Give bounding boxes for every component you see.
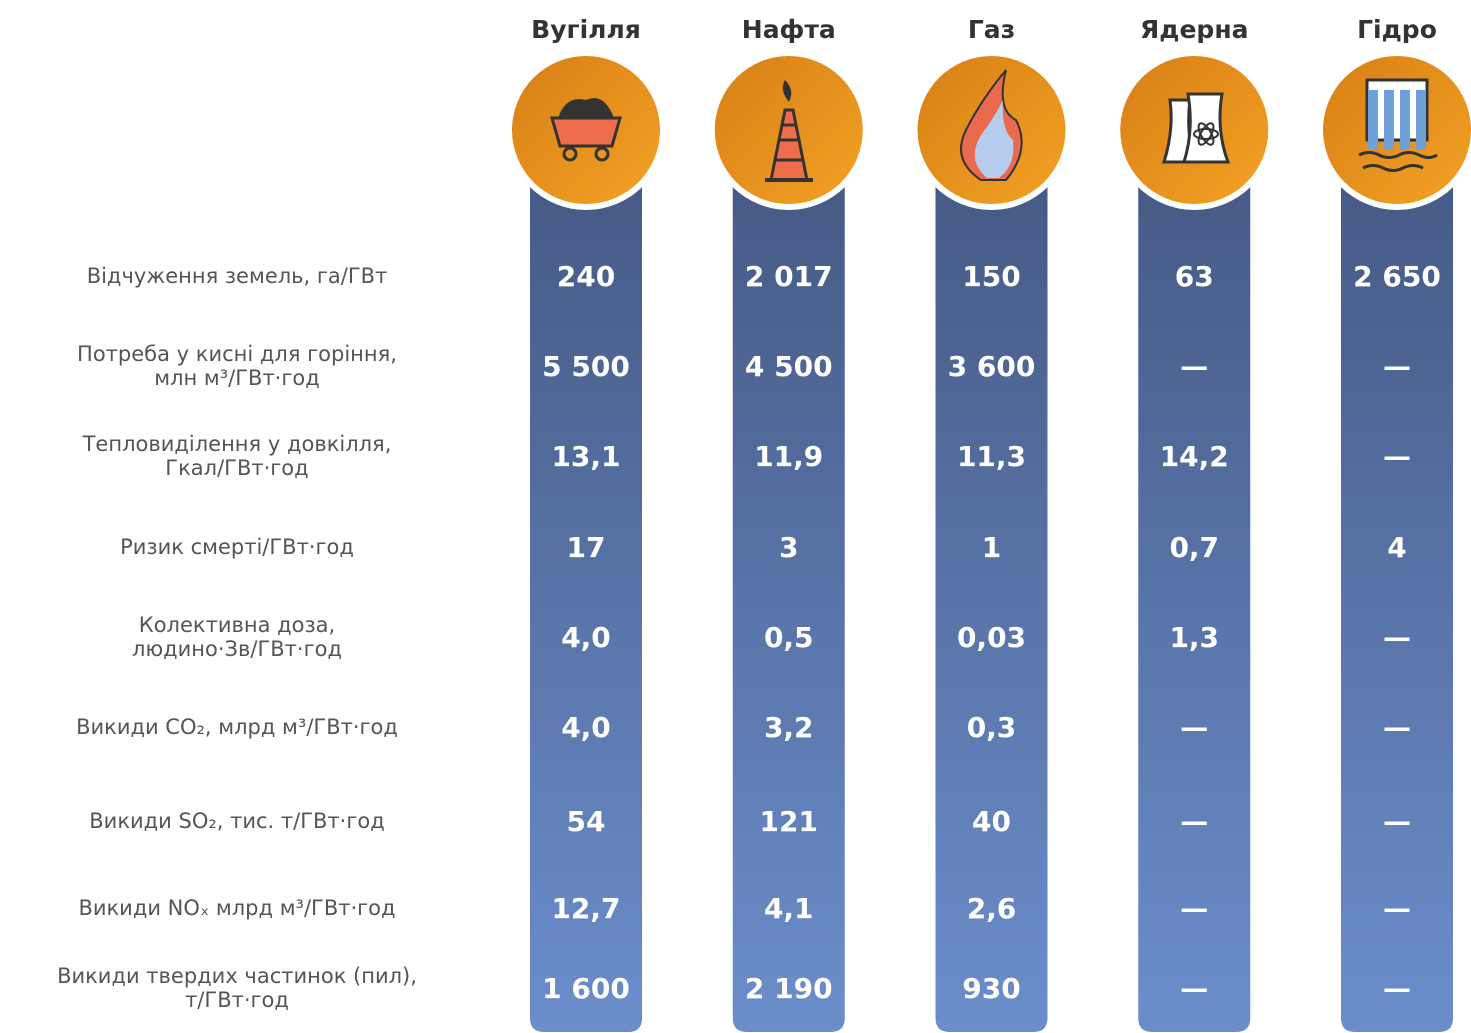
cell-value: 54	[567, 805, 606, 838]
row-label: Викиди SO₂, тис. т/ГВт·год	[89, 809, 384, 833]
cell-value: 4,0	[561, 711, 611, 744]
row-label: Тепловиділення у довкілля,	[82, 432, 392, 456]
cell-value: 0,03	[957, 621, 1026, 654]
cell-value: 121	[760, 805, 818, 838]
row-label: Викиди твердих частинок (пил),	[57, 964, 417, 988]
row-label: Ризик смерті/ГВт·год	[120, 535, 354, 559]
row-label: людино·Зв/ГВт·год	[132, 637, 342, 661]
row-label: Потреба у кисні для горіння,	[77, 342, 397, 366]
cell-value: 3 600	[948, 350, 1036, 383]
nuclear-icon	[1164, 94, 1228, 162]
column-title: Гідро	[1357, 15, 1437, 44]
cell-value: 11,9	[754, 440, 823, 473]
cell-value: 240	[557, 260, 615, 293]
row-label: Колективна доза,	[139, 613, 335, 637]
cell-value: 1	[982, 531, 1001, 564]
row-label: Викиди NOₓ млрд м³/ГВт·год	[78, 896, 395, 920]
row-label: т/ГВт·год	[185, 988, 289, 1012]
column-title: Газ	[968, 15, 1015, 44]
cell-value: 1,3	[1169, 621, 1219, 654]
cell-value: —	[1180, 972, 1208, 1005]
cell-value: —	[1383, 621, 1411, 654]
cell-value: 930	[962, 972, 1020, 1005]
cell-value: 2 650	[1353, 260, 1441, 293]
cell-value: —	[1180, 350, 1208, 383]
cell-value: 4,1	[764, 892, 814, 925]
infographic: Вугілля Нафта Газ Ядерна Гідро Відчуження зе…	[0, 0, 1471, 1033]
cell-value: 0,5	[764, 621, 814, 654]
cell-value: 5 500	[542, 350, 630, 383]
column-title: Ядерна	[1140, 15, 1248, 44]
cell-value: 4	[1387, 531, 1406, 564]
icons	[552, 70, 1437, 180]
row-label: Гкал/ГВт·год	[165, 456, 308, 480]
column-title: Нафта	[742, 15, 836, 44]
cell-value: 63	[1175, 260, 1214, 293]
row-label: млн м³/ГВт·год	[154, 366, 320, 390]
cell-value: —	[1180, 711, 1208, 744]
cell-value: 4,0	[561, 621, 611, 654]
cell-value: 17	[567, 531, 606, 564]
cell-value: 2 017	[745, 260, 833, 293]
cell-value: —	[1383, 440, 1411, 473]
cell-value: 150	[962, 260, 1020, 293]
column-title: Вугілля	[531, 15, 641, 44]
cell-value: —	[1383, 711, 1411, 744]
cell-value: 2,6	[967, 892, 1017, 925]
cell-value: 0,3	[967, 711, 1017, 744]
cell-value: 14,2	[1160, 440, 1229, 473]
cell-value: 11,3	[957, 440, 1026, 473]
cell-value: —	[1180, 892, 1208, 925]
cell-value: 13,1	[551, 440, 620, 473]
cell-value: —	[1383, 972, 1411, 1005]
cell-value: —	[1383, 350, 1411, 383]
cell-value: —	[1383, 892, 1411, 925]
cell-value: 3,2	[764, 711, 814, 744]
cell-value: —	[1383, 805, 1411, 838]
cell-value: 4 500	[745, 350, 833, 383]
row-label: Відчуження земель, га/ГВт	[87, 264, 388, 288]
cell-value: 12,7	[551, 892, 620, 925]
cell-value: 40	[972, 805, 1011, 838]
row-label: Викиди CO₂, млрд м³/ГВт·год	[76, 715, 398, 739]
cell-value: 2 190	[745, 972, 833, 1005]
cell-value: 1 600	[542, 972, 630, 1005]
cell-value: 0,7	[1169, 531, 1219, 564]
cell-value: 3	[779, 531, 798, 564]
cell-value: —	[1180, 805, 1208, 838]
